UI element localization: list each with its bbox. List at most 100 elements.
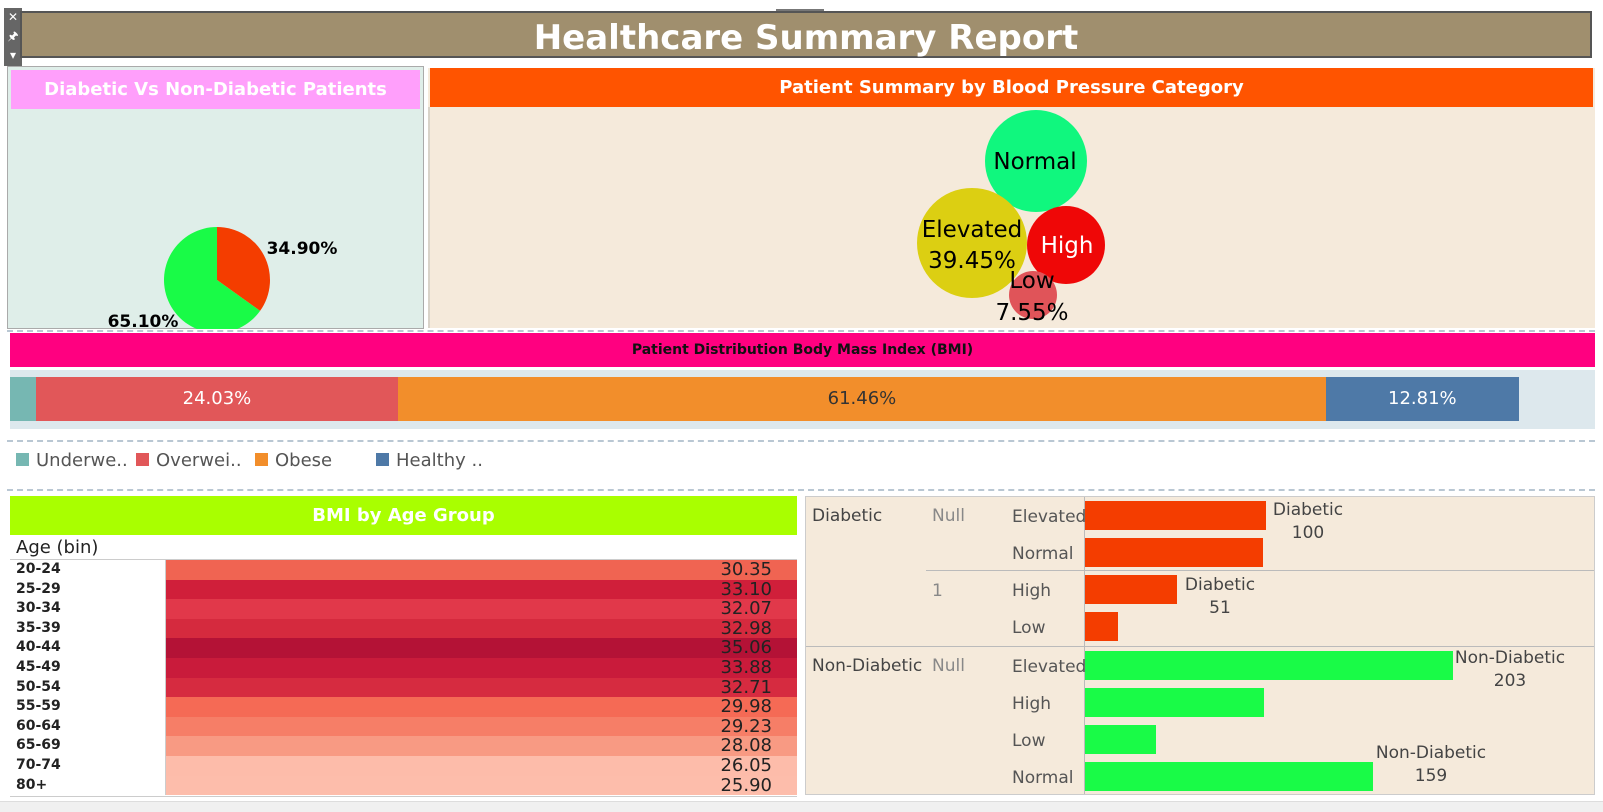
bmi-segment-healthy[interactable]: 12.81% — [1325, 377, 1519, 421]
age-row-cell[interactable]: 25.90 — [166, 774, 797, 796]
age-header-rule — [10, 559, 797, 560]
sub-label-null: Null — [932, 656, 965, 676]
bubble-elevated-value: 39.45% — [928, 248, 1016, 274]
blood-pressure-panel: Patient Summary by Blood Pressure Catego… — [428, 68, 1595, 328]
age-row-value: 32.07 — [720, 598, 772, 620]
age-row-value: 25.90 — [720, 774, 772, 796]
bubble-low-label: Low — [1009, 268, 1054, 294]
bmi-segment-obese[interactable]: 61.46% — [398, 377, 1326, 421]
cat-label-elevated: Elevated — [1012, 507, 1087, 527]
close-icon[interactable]: ✕ — [7, 10, 19, 24]
legend-swatch — [136, 452, 149, 466]
cat-label-low: Low — [1012, 731, 1046, 751]
age-row-cell[interactable]: 28.08 — [166, 735, 797, 757]
age-column-header: Age (bin) — [16, 537, 99, 558]
age-row-label: 65-69 — [16, 737, 61, 754]
legend-overweight[interactable]: Overwei.. — [136, 450, 242, 471]
status-label-diabetic: Diabetic — [812, 506, 883, 526]
divider-line — [7, 330, 1595, 332]
status-axis-rule — [1084, 497, 1085, 794]
blood-pressure-panel-title: Patient Summary by Blood Pressure Catego… — [430, 68, 1593, 107]
bubble-low[interactable] — [1009, 271, 1057, 319]
bubble-high[interactable] — [1027, 206, 1105, 284]
age-row-label: 35-39 — [16, 619, 61, 636]
status-bar-non-diabetic-elevated[interactable] — [1085, 651, 1453, 680]
legend-healthy[interactable]: Healthy .. — [376, 450, 483, 471]
sub-label-one: 1 — [932, 581, 943, 601]
cat-label-normal: Normal — [1012, 544, 1074, 564]
status-group-rule — [806, 646, 1594, 647]
age-row-value: 26.05 — [720, 755, 772, 776]
age-row-cell[interactable]: 26.05 — [166, 755, 797, 776]
cat-label-normal: Normal — [1012, 768, 1074, 788]
age-row-label: 30-34 — [16, 600, 61, 617]
age-row-cell[interactable]: 33.88 — [166, 657, 797, 678]
legend-swatch — [16, 452, 29, 466]
bmi-segment-label: 61.46% — [827, 388, 897, 409]
age-row-cell[interactable]: 32.71 — [166, 676, 797, 698]
data-label-line1: Diabetic — [1184, 575, 1256, 595]
bubble-low-value: 7.55% — [995, 300, 1068, 326]
status-bar-diabetic-elevated[interactable] — [1085, 501, 1267, 530]
diabetes-panel-title: Diabetic Vs Non-Diabetic Patients — [11, 70, 420, 109]
pie-slice-diabetic[interactable] — [217, 227, 270, 311]
age-row-cell[interactable]: 29.23 — [166, 715, 797, 737]
age-row-cell[interactable]: 33.10 — [166, 579, 797, 600]
diabetes-panel: Diabetic Vs Non-Diabetic Patients 34.90%… — [7, 66, 424, 329]
status-bar-diabetic-low[interactable] — [1085, 612, 1118, 641]
data-label-line1: Non-Diabetic — [1454, 648, 1566, 668]
legend-underweight[interactable]: Underwe.. — [16, 450, 128, 471]
data-label-line1: Non-Diabetic — [1375, 743, 1487, 763]
status-bar-non-diabetic-low[interactable] — [1085, 725, 1156, 754]
bubble-elevated[interactable] — [917, 188, 1027, 298]
legend-label: Obese — [275, 450, 333, 471]
age-row-value: 29.98 — [720, 696, 772, 718]
bubble-normal[interactable] — [985, 110, 1087, 212]
age-row-cell[interactable]: 32.98 — [166, 617, 797, 639]
blood-pressure-divider — [428, 107, 430, 328]
age-row-label: 80+ — [16, 776, 48, 793]
age-row-value: 32.71 — [720, 676, 772, 698]
age-row-value: 29.23 — [720, 715, 772, 737]
status-bar-diabetic-high[interactable] — [1085, 575, 1178, 604]
pin-icon[interactable]: 🖈 — [7, 29, 19, 43]
pie-label-diabetic: 34.90% — [267, 239, 338, 259]
legend-label: Overwei.. — [156, 450, 242, 471]
status-sub-rule — [926, 570, 1594, 571]
bmi-panel-title: Patient Distribution Body Mass Index (BM… — [10, 333, 1595, 367]
age-row-cell[interactable]: 30.35 — [166, 559, 797, 580]
cat-label-low: Low — [1012, 618, 1046, 638]
age-row-cell[interactable]: 29.98 — [166, 696, 797, 718]
status-bar-diabetic-normal[interactable] — [1085, 538, 1263, 567]
age-panel-title: BMI by Age Group — [10, 496, 797, 535]
age-row-cell[interactable]: 32.07 — [166, 598, 797, 620]
diabetes-pie-chart: 34.90% 65.10% — [108, 227, 338, 329]
dashboard-controls[interactable]: ✕ 🖈 ▾ — [4, 8, 22, 66]
age-row-value: 28.08 — [720, 735, 772, 757]
bmi-segment-label: 24.03% — [182, 388, 252, 409]
legend-swatch — [376, 452, 389, 466]
status-bar-non-diabetic-high[interactable] — [1085, 688, 1265, 717]
status-bar-non-diabetic-normal[interactable] — [1085, 762, 1374, 791]
pie-label-non-diabetic: 65.10% — [108, 312, 179, 329]
bubble-high-label: High — [1041, 233, 1094, 259]
age-row-value: 30.35 — [720, 559, 772, 580]
age-row-value: 32.98 — [720, 617, 772, 639]
age-column-rule — [165, 559, 166, 795]
age-row-label: 60-64 — [16, 717, 61, 734]
pie-slice-non-diabetic[interactable] — [164, 227, 261, 329]
age-row-label: 25-29 — [16, 580, 61, 597]
bmi-segment-overweight[interactable]: 24.03% — [35, 377, 399, 421]
divider-line — [7, 440, 1595, 442]
bmi-segment-underweight[interactable] — [10, 377, 36, 421]
chevron-down-icon[interactable]: ▾ — [9, 48, 17, 62]
legend-label: Healthy .. — [396, 450, 483, 471]
age-row-label: 40-44 — [16, 639, 61, 656]
age-row-value: 33.88 — [720, 657, 772, 678]
legend-obese[interactable]: Obese — [255, 450, 332, 471]
age-row-cell[interactable]: 35.06 — [166, 637, 797, 658]
age-row-label: 55-59 — [16, 698, 61, 715]
cat-label-high: High — [1012, 581, 1052, 601]
data-label-line2: 100 — [1291, 523, 1325, 543]
bmi-segment-label: 12.81% — [1388, 388, 1457, 409]
